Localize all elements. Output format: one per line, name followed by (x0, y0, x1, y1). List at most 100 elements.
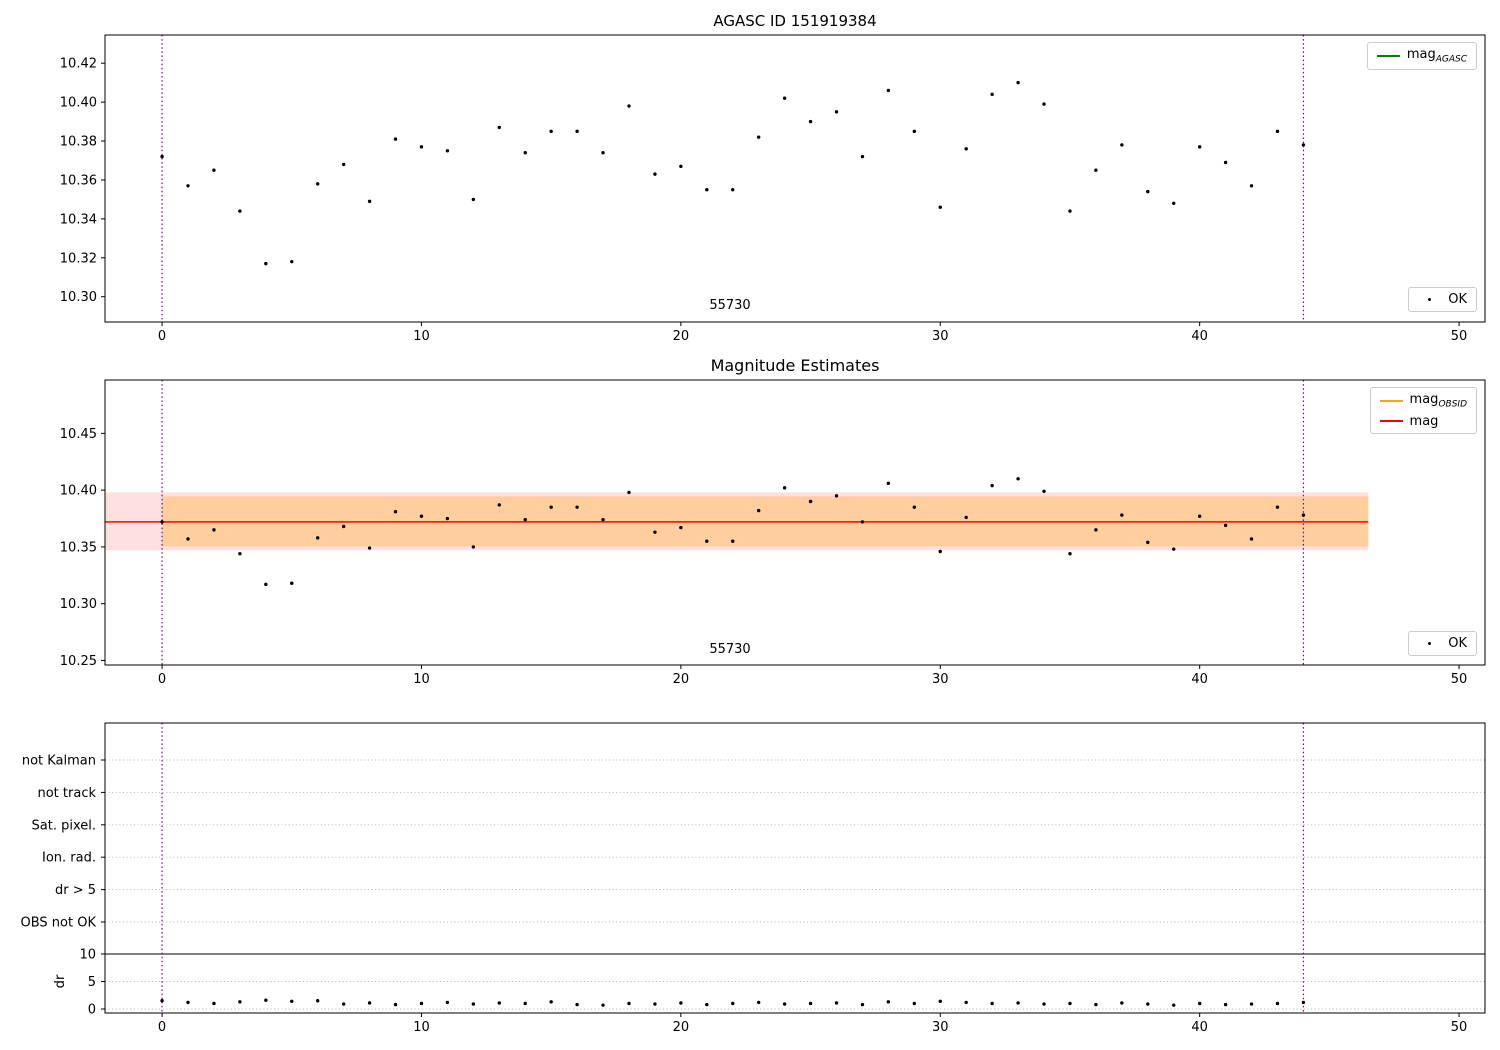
data-point (186, 537, 190, 541)
x-tick-label: 0 (158, 1020, 166, 1035)
data-point (886, 88, 891, 93)
y-tick-label: 10.40 (60, 96, 97, 111)
ok-label: OK (1448, 292, 1467, 307)
data-point (1094, 168, 1098, 172)
data-point (756, 135, 761, 139)
data-point (160, 154, 164, 159)
data-point (834, 110, 839, 114)
data-point (938, 205, 942, 209)
data-point (938, 549, 942, 554)
dr-tick-label: 0 (88, 1003, 96, 1018)
dr-point (523, 1001, 527, 1006)
flag-label: Ion. rad. (42, 851, 96, 866)
plot2-legend: magOBSID mag (1369, 387, 1477, 434)
data-point (990, 92, 994, 97)
flag-label: OBS not OK (21, 916, 97, 931)
data-point (290, 581, 294, 585)
x-tick-label: 30 (932, 329, 949, 344)
data-point (341, 524, 346, 529)
data-point (679, 164, 683, 169)
data-point (1042, 102, 1046, 106)
data-point (238, 209, 242, 213)
x-tick-label: 20 (673, 1020, 690, 1035)
data-point (549, 505, 553, 509)
dr-tick-label: 10 (79, 948, 96, 963)
point-marker-icon (1428, 298, 1432, 301)
data-point (601, 517, 605, 522)
data-point (1172, 201, 1176, 206)
data-point (808, 499, 813, 504)
dr-point (212, 1001, 216, 1006)
data-point (1301, 513, 1306, 517)
x-tick-label: 30 (932, 672, 949, 687)
axes-frame (104, 34, 1486, 323)
data-point (445, 149, 450, 153)
dr-point (238, 1000, 242, 1004)
dr-point (1068, 1001, 1072, 1006)
data-point (212, 528, 216, 532)
mag-agasc-label: magAGASC (1406, 47, 1467, 65)
legend-entry-ok: OK (1418, 292, 1467, 307)
data-point (627, 104, 631, 108)
data-point (653, 530, 657, 534)
axes-frame (104, 379, 1486, 666)
x-tick-label: 20 (673, 672, 690, 687)
data-point (860, 520, 865, 524)
data-point (1120, 513, 1124, 517)
data-point (782, 486, 787, 490)
data-point (1223, 523, 1228, 528)
dr-point (497, 1001, 501, 1005)
mag-agasc-line-swatch (1376, 54, 1400, 57)
dr-point (1301, 1000, 1306, 1005)
data-point (990, 483, 994, 488)
data-point (419, 514, 424, 518)
data-point (1223, 160, 1228, 165)
legend-entry-mag-agasc: magAGASC (1376, 47, 1467, 65)
mag-label: mag (1409, 413, 1439, 429)
dr-point (834, 1001, 839, 1005)
data-point (523, 151, 527, 155)
data-point (575, 129, 579, 134)
data-point (653, 172, 657, 176)
dr-point (186, 1000, 190, 1005)
plot2-title: Magnitude Estimates (710, 356, 880, 375)
mag-line-swatch (1379, 420, 1403, 423)
x-tick-label: 40 (1191, 672, 1208, 687)
y-tick-label: 10.30 (60, 597, 97, 612)
data-point (290, 259, 294, 264)
data-point (471, 545, 476, 549)
ok-marker (1418, 642, 1441, 645)
data-point (964, 515, 968, 520)
y-tick-label: 10.34 (60, 212, 97, 227)
flag-label: Sat. pixel. (32, 818, 96, 833)
data-point (964, 147, 968, 151)
data-point (1146, 540, 1150, 545)
dr-point (808, 1001, 813, 1006)
x-tick-label: 10 (413, 329, 430, 344)
data-point (808, 119, 813, 124)
dr-point (679, 1001, 683, 1005)
data-point (1042, 489, 1046, 493)
dr-point (316, 999, 320, 1003)
data-point (238, 552, 242, 556)
data-point (1197, 514, 1202, 518)
data-point (1068, 552, 1072, 556)
data-point (912, 505, 917, 509)
dr-point (990, 1001, 994, 1006)
y-tick-label: 10.30 (60, 290, 97, 305)
data-point (1249, 184, 1254, 188)
dr-point (912, 1001, 917, 1006)
flag-label: not track (37, 786, 96, 801)
ok-marker (1418, 298, 1441, 301)
data-point (731, 539, 735, 543)
dr-point (367, 1001, 372, 1005)
x-tick-label: 20 (673, 329, 690, 344)
y-tick-label: 10.25 (60, 654, 97, 669)
dr-point (1016, 1001, 1020, 1005)
dr-point (964, 1000, 968, 1005)
y-tick-label: 10.35 (60, 540, 97, 555)
dr-point (341, 1002, 346, 1006)
dr-point (1042, 1002, 1046, 1006)
data-point (782, 96, 787, 100)
